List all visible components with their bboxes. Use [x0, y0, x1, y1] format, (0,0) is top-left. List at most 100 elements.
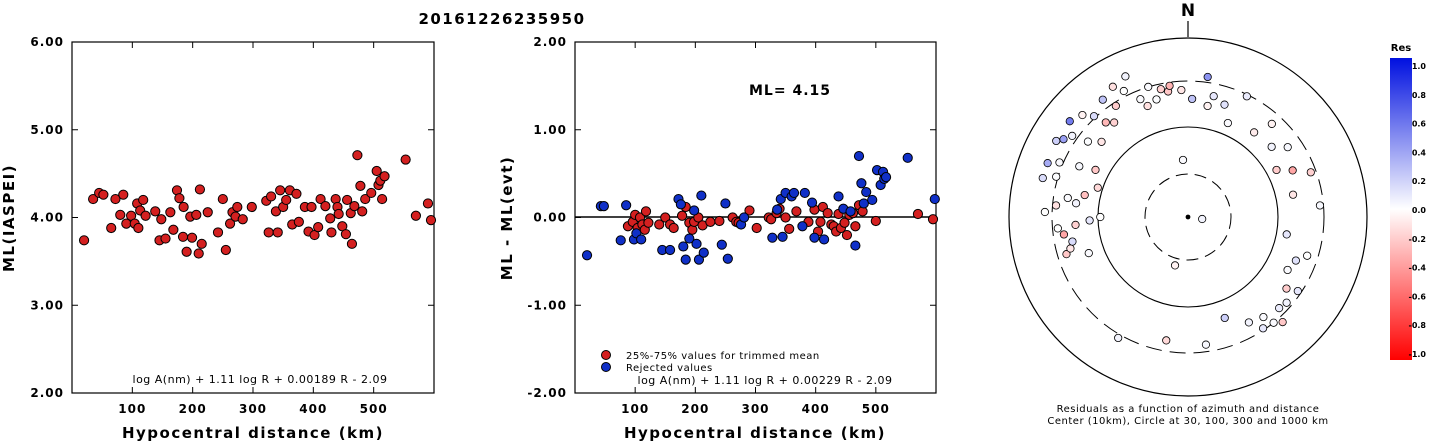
rejected-point: [845, 206, 856, 217]
trimmed-point: [220, 244, 231, 256]
trimmed-point: [270, 206, 282, 217]
station-marker: [1178, 155, 1188, 165]
trimmed-point: [357, 206, 368, 217]
station-marker: [1075, 162, 1084, 171]
station-marker: [1144, 82, 1153, 92]
colorbar-tick-label: -0.6: [1409, 292, 1427, 301]
station-marker: [1291, 256, 1300, 265]
station-marker: [1085, 216, 1094, 225]
ml-vs-distance-panel: 2.00 3.00 4.00 5.00 6.00 100 200 300 400 500 Hyp…: [0, 35, 437, 441]
station-marker: [1111, 101, 1120, 111]
colorbar-tick-label: 0.8: [1412, 91, 1427, 100]
trimmed-point: [425, 215, 437, 226]
trimmed-point: [174, 193, 185, 204]
colorbar-tick-label: -0.4: [1409, 264, 1427, 273]
station-marker: [1165, 81, 1174, 90]
rejected-point: [716, 239, 727, 250]
trimmed-point: [346, 238, 358, 249]
rejected-point: [788, 187, 800, 199]
colorbar-gradient: [1390, 58, 1412, 360]
station-marker: [1093, 183, 1102, 192]
trimmed-point: [660, 212, 671, 223]
trimmed-point: [118, 189, 129, 200]
rejected-point: [861, 186, 872, 198]
trimmed-point: [850, 221, 861, 232]
station-marker: [1282, 284, 1291, 293]
trimmed-point: [98, 189, 109, 200]
rejected-point: [867, 194, 878, 206]
x-tick-labels: 100 200 300 400 500: [621, 402, 889, 416]
rejected-point: [615, 235, 626, 246]
trimmed-point: [181, 246, 192, 257]
legend-marker-rejected: [601, 362, 611, 372]
rejected-point: [621, 200, 632, 211]
trimmed-point: [400, 154, 411, 165]
station-marker: [1170, 261, 1180, 270]
x-tick-label: 300: [239, 402, 267, 416]
station-marker: [1096, 212, 1105, 222]
station-marker: [1198, 214, 1207, 224]
station-marker: [1203, 72, 1212, 82]
trimmed-point: [110, 193, 121, 205]
rejected-point: [818, 234, 830, 245]
x-tick-label: 500: [360, 402, 388, 416]
trimmed-point: [870, 215, 881, 227]
trimmed-point: [106, 222, 117, 234]
trimmed-point: [186, 232, 198, 243]
trimmed-point: [275, 185, 286, 196]
y-tick-label: 2.00: [30, 386, 64, 400]
rejected-point: [689, 205, 700, 216]
rejected-point: [691, 238, 702, 249]
station-marker: [1267, 119, 1276, 128]
trimmed-point: [168, 224, 179, 235]
trimmed-point: [325, 213, 336, 224]
trimmed-point: [246, 201, 257, 213]
colorbar-tick-label: 0.0: [1412, 206, 1427, 215]
station-marker: [1083, 137, 1093, 146]
azimuth-residual-panel: N Residuals as a function of azimuth and…: [1008, 1, 1368, 427]
rejected-point: [806, 197, 818, 208]
rejected-point: [799, 187, 810, 199]
trimmed-point: [355, 180, 366, 192]
rejected-point: [853, 150, 865, 162]
x-tick-label: 200: [681, 402, 709, 416]
station-marker: [1062, 250, 1071, 259]
station-marker: [1303, 251, 1312, 260]
station-marker: [1080, 190, 1089, 200]
rejected-point: [856, 178, 867, 189]
y-tick-label: 6.00: [30, 35, 64, 49]
residual-colorbar: Res 1.0 0.8 0.6 0.4 0.2 0.0 -0.2 -0.4 -0.6 -0.8 -1…: [1390, 43, 1426, 360]
rejected-point: [678, 241, 689, 252]
trimmed-point: [668, 222, 679, 234]
x-tick-label: 300: [741, 402, 769, 416]
colorbar-tick-label: 0.6: [1412, 120, 1427, 129]
colorbar-tick-labels: 1.0 0.8 0.6 0.4 0.2 0.0 -0.2 -0.4 -0.6 -0.8 -1.0: [1409, 62, 1427, 359]
trimmed-point: [315, 193, 326, 205]
trimmed-point: [643, 217, 654, 228]
y-tick-label: 3.00: [30, 298, 64, 312]
station-marker: [1063, 193, 1072, 203]
rejected-point: [693, 254, 705, 265]
trimmed-point: [326, 227, 337, 238]
y-tick-label: 4.00: [30, 211, 64, 225]
data-points: [581, 150, 940, 265]
trimmed-point: [177, 231, 189, 242]
station-marker: [1283, 265, 1292, 275]
trimmed-point: [352, 150, 363, 161]
station-marker: [1084, 249, 1093, 258]
rejected-point: [698, 247, 709, 258]
trimmed-point: [194, 184, 206, 195]
station-marker: [1053, 224, 1062, 233]
rejected-point: [880, 172, 892, 183]
station-marker: [1188, 94, 1197, 104]
trimmed-point: [138, 194, 149, 206]
trimmed-point: [193, 248, 204, 259]
trimmed-point: [217, 193, 228, 205]
station-residual-markers: [1038, 72, 1325, 349]
y-tick-label: 2.00: [533, 35, 567, 49]
trimmed-point: [78, 235, 90, 246]
station-marker: [1272, 165, 1281, 175]
rejected-point: [720, 198, 731, 209]
station-marker: [1269, 318, 1278, 327]
trimmed-point: [714, 215, 725, 227]
